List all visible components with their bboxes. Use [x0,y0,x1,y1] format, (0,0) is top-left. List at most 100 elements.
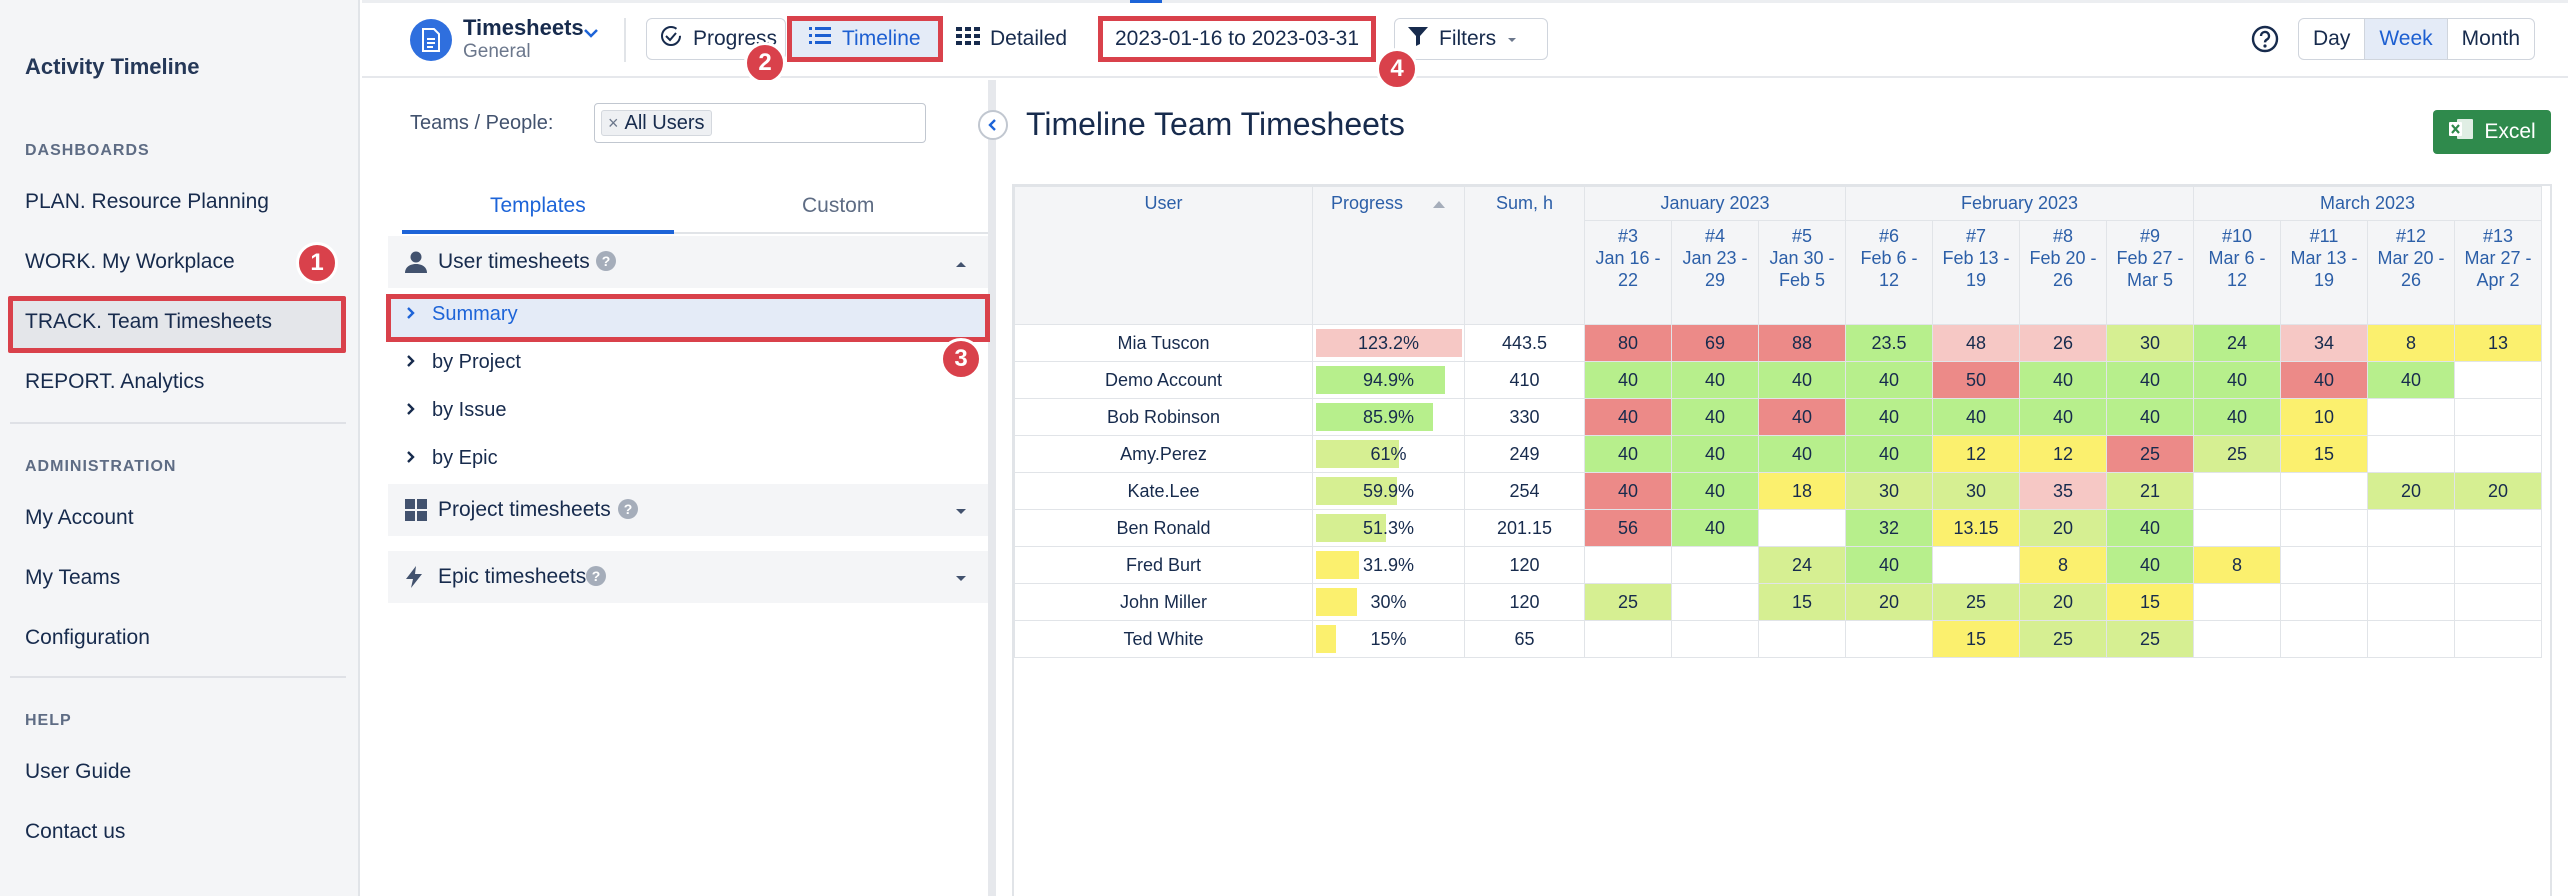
hours-cell[interactable] [2454,583,2542,621]
table-row[interactable]: Demo Account 94.9% 410 40 40 40 40 50 40 40 40 40 40 [1014,361,2542,399]
hours-cell[interactable] [1671,546,1759,584]
column-header-sum[interactable]: Sum, h [1464,186,1585,325]
hours-cell[interactable]: 56 [1584,509,1672,547]
table-row[interactable]: Ben Ronald 51.3% 201.15 56 40 32 13.15 20 40 [1014,509,2542,547]
hours-cell[interactable]: 30 [2106,324,2194,362]
hours-cell[interactable]: 40 [1671,509,1759,547]
hours-cell[interactable]: 40 [1671,361,1759,399]
hours-cell[interactable]: 24 [2193,324,2281,362]
hours-cell[interactable]: 40 [2019,361,2107,399]
hours-cell[interactable] [1584,620,1672,658]
sidebar-item-user-guide[interactable]: User Guide [25,760,132,783]
table-row[interactable]: Bob Robinson 85.9% 330 40 40 40 40 40 40 40 40 10 [1014,398,2542,436]
template-item-summary[interactable]: Summary [406,303,518,326]
chevron-down-icon[interactable] [582,26,600,45]
hours-cell[interactable]: 13.15 [1932,509,2020,547]
template-item-by-project[interactable]: by Project [406,351,521,374]
hours-cell[interactable]: 15 [1932,620,2020,658]
user-cell[interactable]: Bob Robinson [1014,398,1313,436]
hours-cell[interactable]: 13 [2454,324,2542,362]
period-month[interactable]: Month [2461,27,2521,50]
hours-cell[interactable]: 25 [2106,620,2194,658]
hours-cell[interactable] [2280,620,2368,658]
epic-timesheets-group[interactable]: Epic timesheets ? [388,551,988,603]
progress-button[interactable]: Progress [646,18,786,60]
hours-cell[interactable]: 20 [2454,472,2542,510]
hours-cell[interactable] [2454,361,2542,399]
hours-cell[interactable] [2193,509,2281,547]
question-icon[interactable]: ? [596,251,616,271]
help-icon[interactable] [2250,24,2280,59]
hours-cell[interactable]: 40 [2280,361,2368,399]
project-timesheets-group[interactable]: Project timesheets ? [388,484,988,536]
column-header-progress[interactable]: Progress [1312,186,1465,325]
hours-cell[interactable] [2280,546,2368,584]
hours-cell[interactable]: 20 [2367,472,2455,510]
hours-cell[interactable]: 23.5 [1845,324,1933,362]
hours-cell[interactable]: 40 [1845,546,1933,584]
table-row[interactable]: Kate.Lee 59.9% 254 40 40 18 30 30 35 21 20 20 [1014,472,2542,510]
hours-cell[interactable]: 26 [2019,324,2107,362]
hours-cell[interactable]: 20 [2019,583,2107,621]
hours-cell[interactable]: 40 [2367,361,2455,399]
table-row[interactable]: John Miller 30% 120 25 15 20 25 20 15 [1014,583,2542,621]
hours-cell[interactable]: 20 [1845,583,1933,621]
hours-cell[interactable] [1845,620,1933,658]
hours-cell[interactable]: 30 [1932,472,2020,510]
hours-cell[interactable]: 40 [2106,398,2194,436]
hours-cell[interactable]: 40 [2193,361,2281,399]
period-week[interactable]: Week [2365,19,2448,59]
summary-item-highlight[interactable] [386,294,990,342]
hours-cell[interactable]: 35 [2019,472,2107,510]
hours-cell[interactable]: 40 [2106,546,2194,584]
sidebar-item-plan[interactable]: PLAN. Resource Planning [25,190,269,213]
hours-cell[interactable]: 18 [1758,472,1846,510]
hours-cell[interactable]: 40 [1584,361,1672,399]
all-users-chip[interactable]: × All Users [601,110,712,136]
hours-cell[interactable]: 40 [2106,509,2194,547]
user-cell[interactable]: Fred Burt [1014,546,1313,584]
hours-cell[interactable]: 40 [1845,361,1933,399]
table-row[interactable]: Ted White 15% 65 15 25 25 [1014,620,2542,658]
timeline-button[interactable]: Timeline [787,16,943,62]
hours-cell[interactable]: 40 [2019,398,2107,436]
hours-cell[interactable]: 25 [2193,435,2281,473]
hours-cell[interactable]: 48 [1932,324,2020,362]
sidebar-item-report[interactable]: REPORT. Analytics [25,370,205,393]
hours-cell[interactable]: 40 [1845,398,1933,436]
hours-cell[interactable]: 10 [2280,398,2368,436]
hours-cell[interactable] [1758,620,1846,658]
app-title[interactable]: Timesheets [463,15,584,40]
hours-cell[interactable] [2454,546,2542,584]
close-icon[interactable]: × [608,112,619,133]
hours-cell[interactable] [2280,509,2368,547]
chevron-down-icon[interactable] [954,571,968,589]
hours-cell[interactable] [2193,620,2281,658]
hours-cell[interactable] [1584,546,1672,584]
sort-asc-icon[interactable] [1432,193,1446,213]
hours-cell[interactable]: 40 [1671,435,1759,473]
hours-cell[interactable]: 25 [2106,435,2194,473]
detailed-button[interactable]: Detailed [944,18,1082,60]
sidebar-item-track[interactable]: TRACK. Team Timesheets [25,310,273,333]
user-timesheets-group[interactable]: User timesheets ? [388,236,988,288]
hours-cell[interactable]: 24 [1758,546,1846,584]
panel-splitter[interactable] [988,80,996,896]
table-row[interactable]: Amy.Perez 61% 249 40 40 40 40 12 12 25 25 15 [1014,435,2542,473]
hours-cell[interactable] [2454,509,2542,547]
sidebar-item-my-teams[interactable]: My Teams [25,566,121,589]
hours-cell[interactable] [2280,472,2368,510]
hours-cell[interactable]: 20 [2019,509,2107,547]
hours-cell[interactable]: 12 [2019,435,2107,473]
teams-people-input[interactable]: × All Users [594,103,926,143]
user-cell[interactable]: Ted White [1014,620,1313,658]
hours-cell[interactable]: 25 [2019,620,2107,658]
hours-cell[interactable]: 40 [2106,361,2194,399]
hours-cell[interactable]: 40 [1584,435,1672,473]
user-cell[interactable]: John Miller [1014,583,1313,621]
period-day[interactable]: Day [2299,19,2366,59]
hours-cell[interactable] [2367,398,2455,436]
user-cell[interactable]: Kate.Lee [1014,472,1313,510]
hours-cell[interactable]: 12 [1932,435,2020,473]
document-icon[interactable] [410,19,452,61]
